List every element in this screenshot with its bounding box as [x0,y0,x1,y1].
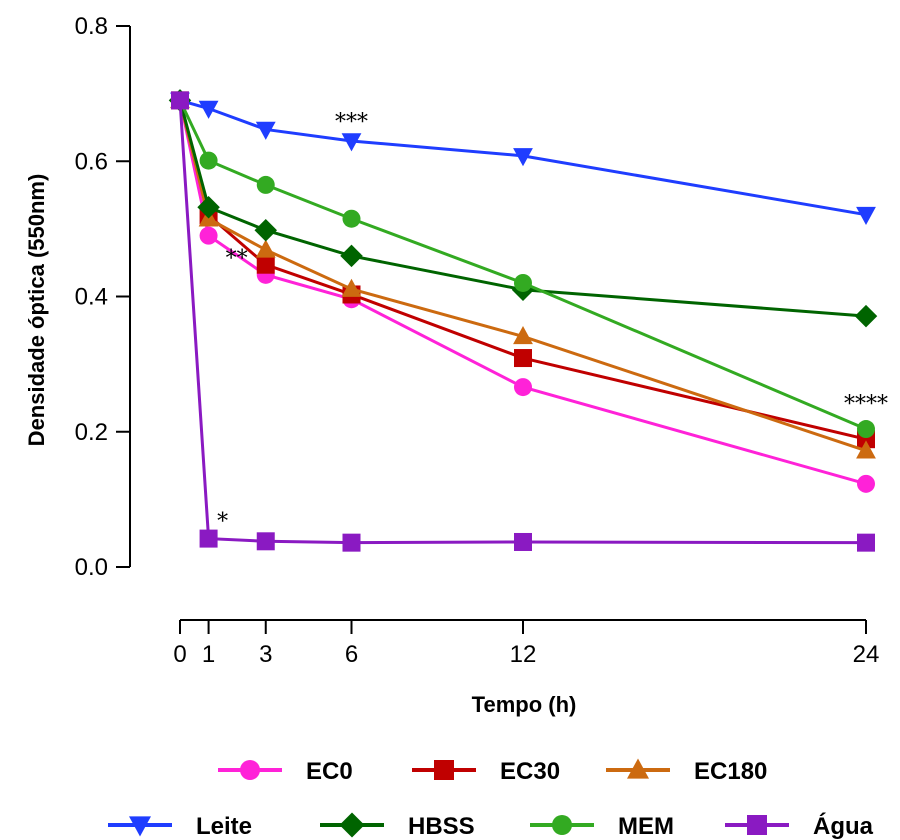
significance-label: *** [335,110,368,135]
data-point [197,195,220,219]
x-axis: 0 1 3 6 12 24 [173,619,880,668]
data-point [514,273,532,292]
series-layer [168,89,878,552]
significance-label: **** [844,392,888,417]
data-point [342,209,361,228]
y-tick-label: 0.2 [75,419,108,446]
data-point [514,349,532,368]
x-tick-label: 6 [345,641,358,668]
data-point [513,148,533,167]
x-tick-label: 0 [173,641,186,668]
data-point [857,420,875,439]
legend-item-água: Água [725,812,874,840]
data-point [854,304,878,328]
y-tick-label: 0.4 [75,284,108,311]
data-point [513,326,533,345]
data-point [856,206,876,226]
data-point [341,278,362,297]
data-point [171,91,189,110]
data-point [199,151,218,170]
data-point [256,255,275,274]
data-point [255,239,276,258]
data-point [857,474,875,493]
legend-label: Água [813,812,874,840]
legend-label: EC30 [500,758,560,785]
data-point [552,815,572,835]
legend: EC0 EC30 EC180 Leite HBSS MEM Água [108,758,874,840]
data-point [199,226,218,245]
data-point [256,175,275,194]
data-point [339,812,365,838]
y-tick-label: 0.8 [75,13,108,40]
legend-label: EC0 [306,758,353,785]
data-point [340,244,363,268]
data-point [199,529,218,548]
legend-item-ec180: EC180 [606,758,767,785]
legend-item-leite: Leite [108,813,252,840]
data-point [198,100,219,119]
significance-label: * [217,510,228,535]
x-axis-title: Tempo (h) [472,692,577,717]
legend-label: MEM [618,813,674,840]
x-tick-label: 24 [853,641,880,668]
series-leite [170,92,876,226]
series-line [178,99,867,318]
data-point [857,533,875,552]
data-point [856,440,876,459]
legend-label: HBSS [408,813,475,840]
series-line [178,100,867,545]
x-tick-label: 1 [202,641,215,668]
data-point [129,816,151,837]
series-line [178,99,867,431]
data-point [254,218,277,242]
data-point [341,133,362,152]
legend-label: EC180 [694,758,767,785]
data-point [342,533,361,552]
legend-item-mem: MEM [530,813,674,840]
data-point [434,760,454,780]
data-point [514,378,532,397]
legend-label: Leite [196,813,252,840]
data-point [255,121,276,140]
significance-label: ** [226,247,248,272]
x-tick-label: 3 [259,641,272,668]
legend-item-ec30: EC30 [412,758,560,785]
data-point [514,532,532,551]
y-axis: 0.0 0.2 0.4 0.6 0.8 [75,13,131,581]
y-axis-title: Densidade óptica (550nm) [24,174,49,447]
data-point [627,758,649,779]
series-line [178,100,867,453]
annotations: ********** [217,110,888,535]
legend-item-ec0: EC0 [218,758,353,785]
data-point [240,760,260,780]
y-tick-label: 0.0 [75,554,108,581]
series-água [171,91,875,552]
data-point [747,815,767,835]
y-tick-label: 0.6 [75,148,108,175]
data-point [256,532,275,551]
legend-item-hbss: HBSS [320,812,475,840]
x-tick-label: 12 [510,641,537,668]
